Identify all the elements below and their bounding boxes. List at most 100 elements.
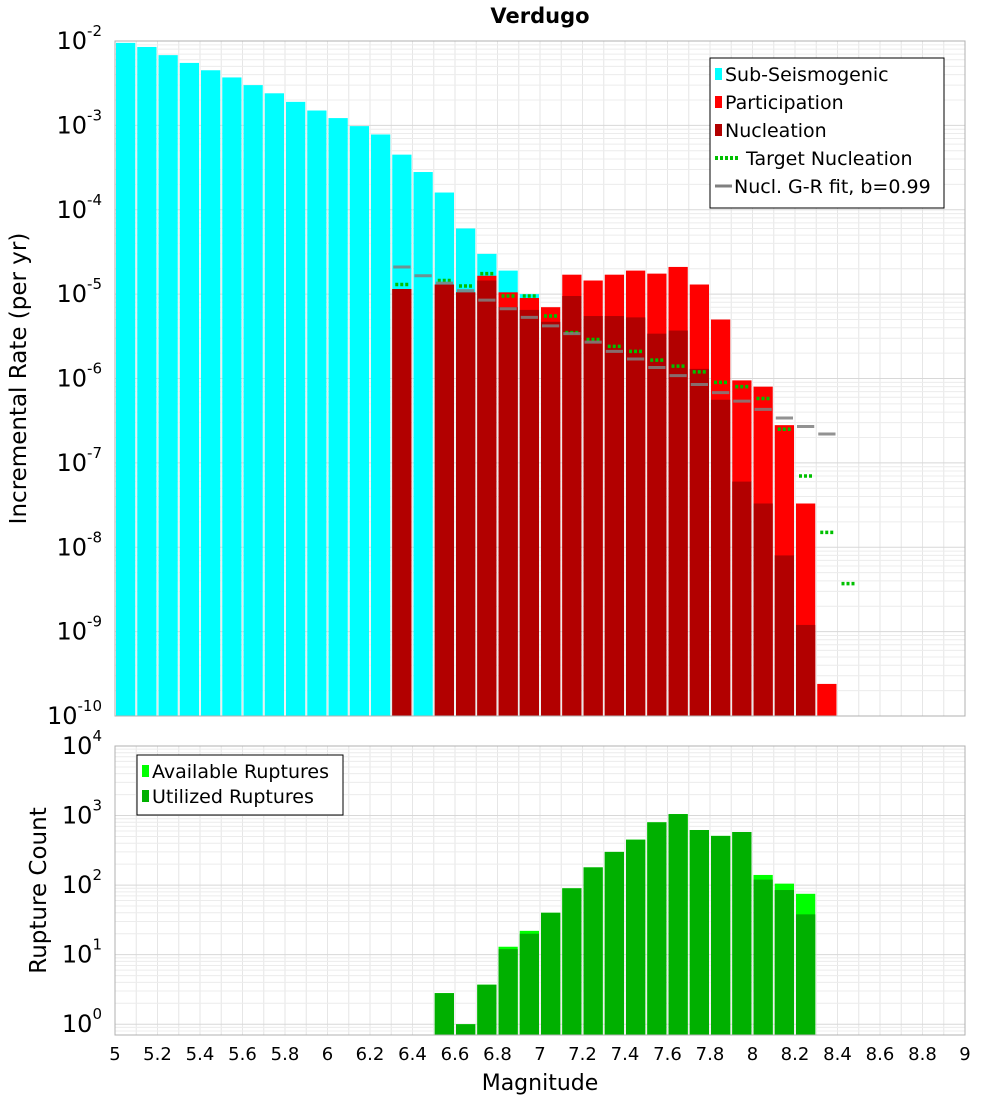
x-tick-label: 8.4: [823, 1044, 852, 1065]
bar: [222, 77, 242, 716]
bar: [626, 317, 646, 716]
bar: [541, 912, 561, 1035]
bar: [796, 914, 816, 1035]
bar: [562, 888, 582, 1035]
bar: [201, 70, 221, 716]
series-target-nucleation: [395, 271, 855, 586]
bar: [732, 832, 752, 1035]
legend-box: [136, 754, 344, 816]
bar: [286, 101, 306, 716]
y-tick-label: 10-8: [56, 528, 102, 561]
bar: [477, 984, 497, 1035]
legend-swatch: [715, 96, 722, 108]
bar: [498, 949, 518, 1035]
x-tick-label: 5.4: [186, 1044, 215, 1065]
bar: [434, 993, 454, 1035]
x-tick-label: 6.6: [441, 1044, 470, 1065]
legend-label: Nucl. G-R fit, b=0.99: [734, 176, 931, 198]
y-tick-label: 10-6: [56, 360, 102, 393]
x-tick-label: 8: [747, 1044, 758, 1065]
x-tick-label: 6.8: [483, 1044, 512, 1065]
y-tick-label: 10-9: [56, 613, 102, 646]
y-tick-label: 10-3: [56, 106, 102, 139]
x-tick-label: 5.2: [143, 1044, 172, 1065]
bar: [647, 822, 667, 1035]
legend-label: Utilized Ruptures: [152, 786, 314, 808]
panel-2: 100 101 102 103 104 Rupture Count 5 5.2 5.4 5.6 5.…: [26, 727, 971, 1096]
bar: [753, 879, 773, 1035]
bar: [732, 481, 752, 716]
bar: [689, 829, 709, 1035]
y-tick-label: 102: [62, 866, 102, 899]
bar: [456, 292, 476, 716]
bar: [413, 172, 433, 716]
x-tick-label: 7.6: [653, 1044, 682, 1065]
bar: [817, 683, 837, 716]
y-tick-label: 10-5: [56, 275, 102, 308]
x-tick-label: 7.4: [611, 1044, 640, 1065]
y-tick-label: 100: [62, 1005, 102, 1038]
legend-label: Available Ruptures: [152, 761, 329, 783]
bar: [562, 296, 582, 716]
x-tick-label: 6: [322, 1044, 333, 1065]
legend-swatch: [142, 790, 149, 802]
series-utilized-ruptures: [434, 814, 816, 1035]
chart-title: Verdugo: [490, 4, 589, 28]
bar: [604, 851, 624, 1035]
bar: [371, 134, 391, 717]
bar: [137, 46, 157, 717]
bar: [519, 309, 539, 716]
bar: [668, 814, 688, 1035]
legend-label: Participation: [725, 92, 844, 114]
bar: [349, 126, 369, 717]
legend-swatch: [715, 124, 722, 136]
bar: [158, 55, 178, 716]
x-tick-label: 7.2: [568, 1044, 597, 1065]
bar: [774, 890, 794, 1035]
legend-box: [709, 57, 945, 209]
y-tick-label: 103: [62, 797, 102, 830]
legend: Sub-Seismogenic Participation Nucleation Ta…: [709, 57, 945, 209]
bar: [583, 316, 603, 716]
legend-swatch: [142, 765, 149, 777]
grid: [114, 745, 966, 1036]
x-tick-label: 8.6: [866, 1044, 895, 1065]
y-tick-label: 10-4: [56, 191, 102, 224]
bar: [604, 316, 624, 716]
x-axis-label: Magnitude: [482, 1071, 599, 1096]
bar: [541, 321, 561, 716]
legend-label: Target Nucleation: [745, 148, 913, 170]
y-tick-label: 10-10: [47, 697, 102, 730]
bar: [583, 867, 603, 1035]
series-nucl-g-r-fit-b-0-99: [393, 265, 836, 436]
x-tick-label: 8.8: [908, 1044, 937, 1065]
x-tick-label: 5: [109, 1044, 120, 1065]
bar: [116, 42, 136, 716]
bar: [753, 503, 773, 716]
bar: [328, 118, 348, 717]
bar: [626, 839, 646, 1035]
x-tick-label: 8.2: [781, 1044, 810, 1065]
bar: [796, 624, 816, 716]
bar: [456, 1024, 476, 1035]
x-tick-label: 6.2: [356, 1044, 385, 1065]
y-tick-label: 104: [62, 727, 102, 760]
plot-frame: [114, 40, 966, 717]
bar: [519, 933, 539, 1035]
plot-frame: [114, 745, 966, 1036]
bar: [434, 284, 454, 716]
legend-swatch: [715, 68, 722, 80]
bar: [711, 399, 731, 716]
bar: [264, 93, 284, 716]
bar: [179, 62, 199, 716]
y-tick-label: 10-7: [56, 444, 102, 477]
x-tick-label: 7.8: [696, 1044, 725, 1065]
legend-label: Sub-Seismogenic: [725, 64, 889, 86]
y-tick-label: 10-2: [56, 22, 102, 55]
bar: [392, 289, 412, 716]
x-tick-label: 7: [534, 1044, 545, 1065]
bar: [498, 307, 518, 716]
x-tick-label: 5.6: [228, 1044, 257, 1065]
x-tick-label: 5.8: [271, 1044, 300, 1065]
